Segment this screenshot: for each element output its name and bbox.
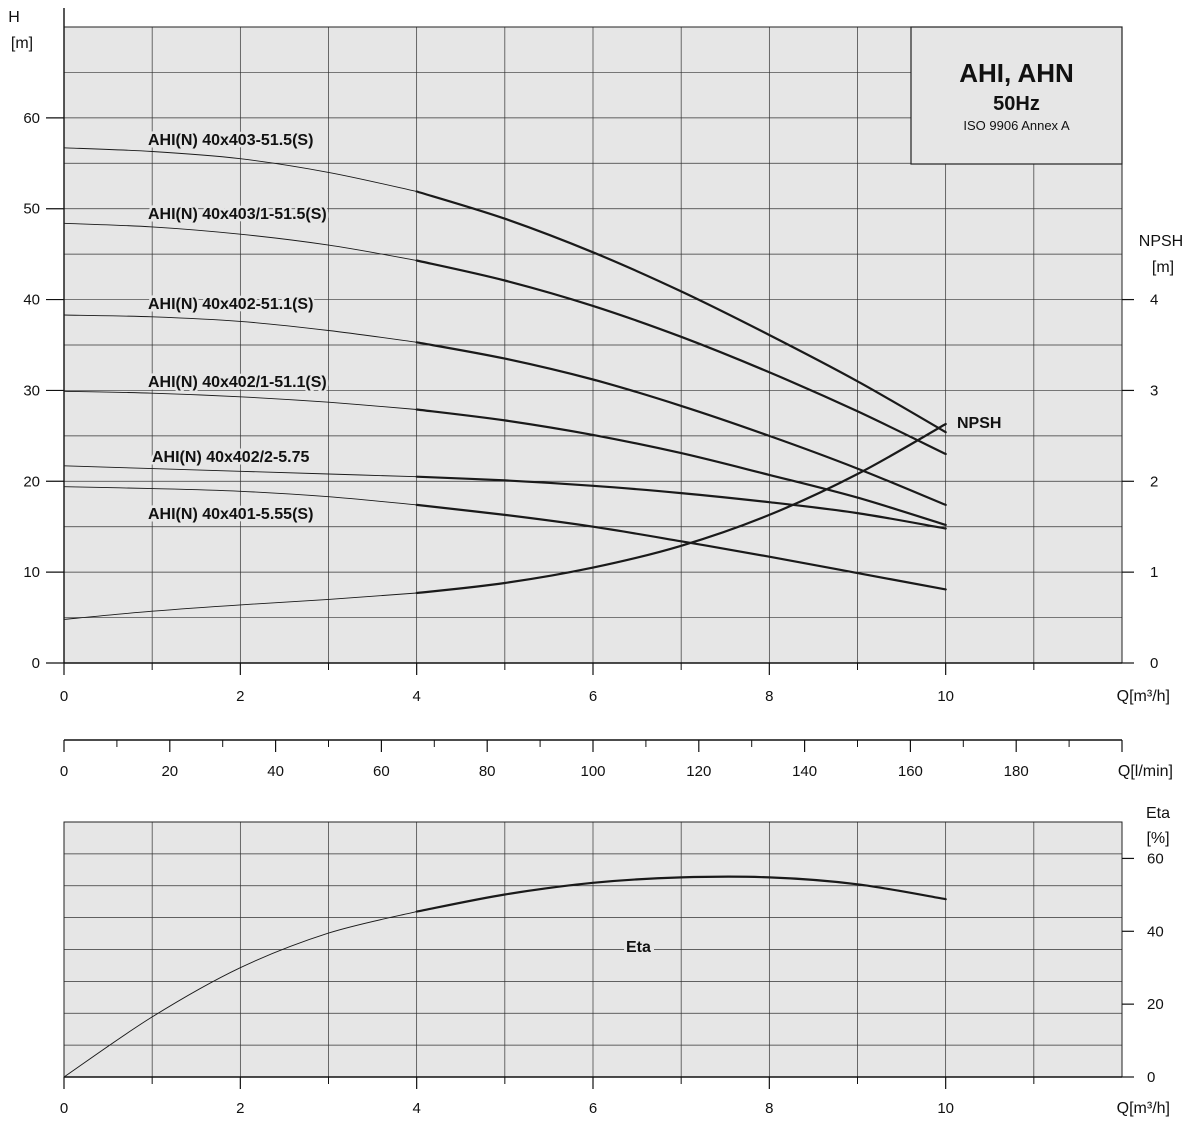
eta-y2-tick-label: 40: [1147, 923, 1164, 940]
flow-tick-label: 160: [898, 763, 923, 780]
y-tick-label: 50: [23, 201, 40, 218]
flow-tick-label: 100: [580, 763, 605, 780]
x-axis-title: Q[m³/h]: [1117, 688, 1170, 705]
curve-ahi-n-40x402-2-5-75-thick: [415, 475, 947, 530]
curve-ahi-n-40x402-51-1-s-thick: [415, 341, 947, 506]
curve-ahi-n-40x402-1-51-1-s-thick: [415, 408, 947, 526]
curve-ahi-n-40x402-51-1-s-thin: [63, 314, 417, 343]
curve-label-ahi-n-40x402-2-5-75: AHI(N) 40x402/2-5.75: [152, 449, 310, 466]
y2-tick-label: 2: [1150, 473, 1158, 490]
curve-label-ahi-n-40x403-51-5-s: AHI(N) 40x403-51.5(S): [148, 132, 313, 149]
curve-ahi-n-40x402-1-51-1-s-thin: [63, 390, 417, 410]
curve-ahi-n-40x402-2-5-75-thin: [63, 465, 417, 478]
x-tick-label: 0: [60, 688, 68, 705]
y2-axis-title: NPSH: [1139, 233, 1183, 250]
eta-x-tick-label: 0: [60, 1100, 68, 1117]
flow-tick-label: 60: [373, 763, 390, 780]
y-axis-unit: [m]: [11, 35, 33, 52]
eta-y2-tick-label: 20: [1147, 996, 1164, 1013]
curve-ahi-n-40x401-5-55-s-thick: [415, 503, 947, 591]
y-tick-label: 30: [23, 382, 40, 399]
eta-x-tick-label: 4: [412, 1100, 420, 1117]
x-tick-label: 10: [937, 688, 954, 705]
eta-y2-tick-label: 60: [1147, 850, 1164, 867]
curve-label-ahi-n-40x401-5-55-s: AHI(N) 40x401-5.55(S): [148, 506, 313, 523]
efficiency-panel: 0 2 4 6 8 10 Q[m³/h] 0 20 40 60 Eta [%] Eta: [60, 805, 1170, 1117]
y-tick-label: 10: [23, 564, 40, 581]
curve-label-ahi-n-40x403-1-51-5-s: AHI(N) 40x403/1-51.5(S): [148, 206, 327, 223]
y2-axis-unit: [m]: [1152, 259, 1174, 276]
y2-tick-label: 1: [1150, 564, 1158, 581]
legend-standard: ISO 9906 Annex A: [963, 118, 1070, 133]
curve-npsh-thin: [63, 592, 417, 620]
flow-tick-label: 80: [479, 763, 496, 780]
legend-frequency: 50Hz: [993, 93, 1040, 115]
curve-ahi-n-40x403-51-5-s-thin: [63, 147, 417, 192]
eta-y2-axis-title: Eta: [1146, 805, 1170, 822]
flow-tick-label: 0: [60, 763, 68, 780]
curve-npsh-thick: [415, 422, 947, 595]
x-tick-label: 8: [765, 688, 773, 705]
flow-tick-label: 20: [161, 763, 178, 780]
eta-x-tick-label: 8: [765, 1100, 773, 1117]
flow-tick-label: 140: [792, 763, 817, 780]
y-axis-title: H: [8, 9, 20, 26]
curve-label-eta: Eta: [626, 939, 651, 956]
y-tick-label: 40: [23, 292, 40, 309]
y-tick-label: 20: [23, 473, 40, 490]
flow-litres-axis-panel: 0 20 40 60 80 100 120 140 160 180 Q[l/min]: [60, 739, 1173, 780]
curve-eta-thick: [415, 875, 947, 913]
curve-label-npsh: NPSH: [957, 415, 1001, 432]
x-tick-label: 4: [412, 688, 420, 705]
y2-tick-label: 0: [1150, 655, 1158, 672]
curve-ahi-n-40x403-1-51-5-s-thick: [415, 259, 947, 456]
flow-tick-label: 180: [1004, 763, 1029, 780]
curve-label-ahi-n-40x402-51-1-s: AHI(N) 40x402-51.1(S): [148, 296, 313, 313]
curve-eta-thin: [63, 911, 417, 1078]
y2-tick-label: 4: [1150, 292, 1158, 309]
y-tick-label: 0: [32, 655, 40, 672]
eta-y2-tick-label: 0: [1147, 1069, 1155, 1086]
curve-ahi-n-40x403-1-51-5-s-thin: [63, 222, 417, 261]
x-tick-label: 2: [236, 688, 244, 705]
curve-ahi-n-40x403-51-5-s-thick: [415, 190, 947, 434]
flow-tick-label: 40: [267, 763, 284, 780]
eta-x-tick-label: 2: [236, 1100, 244, 1117]
flow-tick-label: 120: [686, 763, 711, 780]
x-tick-label: 6: [589, 688, 597, 705]
y-tick-label: 60: [23, 110, 40, 127]
eta-y2-axis-unit: [%]: [1146, 830, 1169, 847]
curve-ahi-n-40x401-5-55-s-thin: [63, 486, 417, 506]
legend-title: AHI, AHN: [959, 58, 1074, 88]
eta-x-axis-title: Q[m³/h]: [1117, 1100, 1170, 1117]
y2-tick-label: 3: [1150, 382, 1158, 399]
flow-axis-title: Q[l/min]: [1118, 763, 1173, 780]
eta-x-tick-label: 6: [589, 1100, 597, 1117]
legend-box: [910, 26, 1123, 165]
eta-x-tick-label: 10: [937, 1100, 954, 1117]
curve-label-ahi-n-40x402-1-51-1-s: AHI(N) 40x402/1-51.1(S): [148, 374, 327, 391]
